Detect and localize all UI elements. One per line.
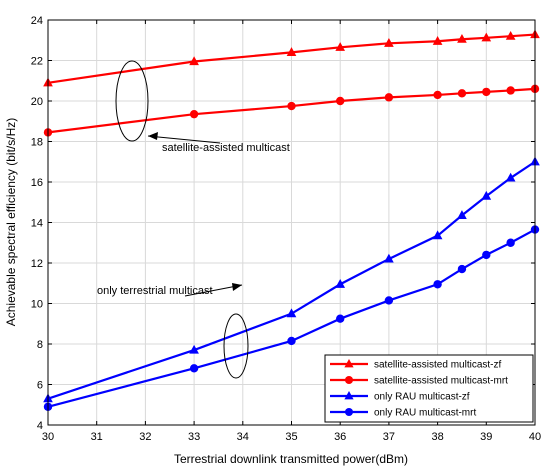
data-point xyxy=(482,250,491,260)
y-tick-label: 12 xyxy=(31,258,43,270)
series-line xyxy=(47,87,536,134)
x-tick-label: 38 xyxy=(431,431,443,443)
legend-marker xyxy=(344,391,354,400)
x-tick-label: 36 xyxy=(334,431,346,443)
data-point xyxy=(432,230,443,240)
x-tick-label: 34 xyxy=(237,431,249,443)
data-point xyxy=(384,253,394,263)
y-tick-label: 18 xyxy=(31,137,43,149)
y-tick-label: 16 xyxy=(31,177,43,189)
data-point xyxy=(433,90,442,100)
annotation-arrowhead-terrestrial xyxy=(232,283,242,291)
y-tick-label: 6 xyxy=(37,380,43,392)
y-tick-label: 20 xyxy=(31,96,43,108)
legend-item-label: satellite-assisted multicast-mrt xyxy=(374,376,508,387)
data-point xyxy=(286,308,297,318)
y-tick-label: 24 xyxy=(31,15,43,27)
x-tick-label: 31 xyxy=(91,431,103,443)
data-point xyxy=(481,32,492,42)
data-point xyxy=(457,33,467,43)
x-tick-label: 37 xyxy=(383,431,395,443)
y-axis-label: Achievable spectral efficiency (bit/s/Hz… xyxy=(4,118,18,327)
data-point xyxy=(433,280,442,289)
data-point xyxy=(189,364,199,373)
data-point xyxy=(336,314,345,323)
legend-marker xyxy=(345,376,353,384)
annotation-only-terrestrial: only terrestrial multicast xyxy=(97,285,213,297)
series-line xyxy=(47,160,536,400)
data-point xyxy=(384,93,394,102)
legend: satellite-assisted multicast-zf satellite… xyxy=(324,354,534,423)
y-tick-label: 14 xyxy=(31,218,43,230)
data-point xyxy=(384,296,394,305)
series-line xyxy=(47,33,536,84)
data-point xyxy=(506,238,515,247)
data-point xyxy=(287,336,296,346)
y-tick-label: 10 xyxy=(31,299,43,311)
annotation-ellipse-terrestrial xyxy=(223,313,249,379)
series-1 xyxy=(43,84,540,137)
ticks: 30 31 32 33 34 35 36 37 38 39 40 4 6 8 10 12 14 16 18 20 22 2… xyxy=(31,15,541,443)
x-axis-label: Terrestrial downlink transmitted power(d… xyxy=(174,452,408,466)
annotation-arrow-satellite xyxy=(147,135,221,144)
legend-marker xyxy=(344,359,354,368)
data-point xyxy=(335,279,346,288)
data-point xyxy=(384,38,394,47)
x-tick-label: 33 xyxy=(188,431,200,443)
data-point xyxy=(457,264,467,274)
data-point xyxy=(482,87,491,97)
annotation-ellipse-satellite xyxy=(115,60,149,142)
data-point xyxy=(189,344,199,354)
annotation-arrowhead-satellite xyxy=(148,132,158,140)
data-point xyxy=(505,172,516,182)
legend-item-label: satellite-assisted multicast-zf xyxy=(374,360,501,371)
legend-marker xyxy=(345,408,353,416)
data-point xyxy=(335,42,346,51)
data-point xyxy=(481,190,492,200)
x-tick-label: 40 xyxy=(529,431,541,443)
y-tick-label: 22 xyxy=(31,56,43,68)
y-tick-label: 4 xyxy=(37,420,43,432)
data-point xyxy=(189,109,199,119)
data-point xyxy=(336,96,345,106)
series-line xyxy=(47,228,536,408)
data-point xyxy=(286,47,297,56)
data-point xyxy=(287,101,296,111)
series-0 xyxy=(43,29,540,87)
series-layer xyxy=(43,29,540,411)
x-tick-label: 35 xyxy=(285,431,297,443)
legend-item-label: only RAU multicast-mrt xyxy=(374,408,476,419)
x-tick-label: 39 xyxy=(480,431,492,443)
data-point xyxy=(506,86,515,95)
data-point xyxy=(505,30,516,40)
legend-item-label: only RAU multicast-zf xyxy=(374,392,470,403)
data-point xyxy=(432,36,443,45)
data-point xyxy=(457,89,467,98)
data-point xyxy=(457,210,467,219)
y-tick-label: 8 xyxy=(37,339,43,351)
data-point xyxy=(189,56,199,66)
legend-box xyxy=(324,354,534,423)
x-tick-label: 32 xyxy=(139,431,151,443)
x-tick-label: 30 xyxy=(42,431,54,443)
annotation-satellite-assisted: satellite-assisted multicast xyxy=(162,142,290,154)
